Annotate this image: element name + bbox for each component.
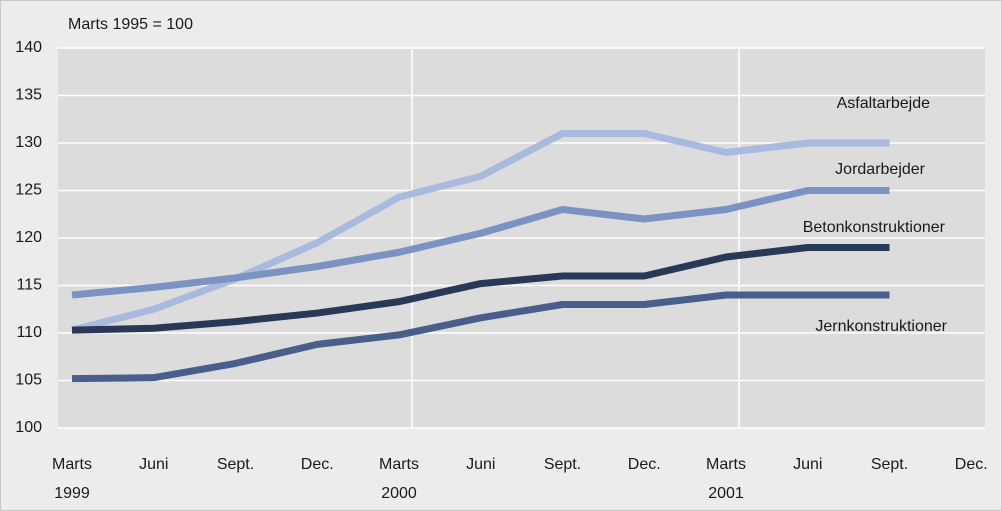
x-tick-label: Dec.: [301, 456, 334, 473]
y-tick-label: 135: [15, 87, 42, 104]
series-label: Betonkonstruktioner: [803, 219, 946, 236]
x-tick-label: Sept.: [544, 456, 581, 473]
x-year-label: 1999: [54, 485, 90, 502]
y-tick-label: 110: [16, 324, 42, 341]
x-tick-label: Juni: [793, 456, 822, 473]
y-tick-label: 140: [15, 39, 42, 56]
series-line: [71, 244, 890, 334]
x-year-label: 2000: [381, 485, 417, 502]
x-tick-label: Juni: [139, 456, 168, 473]
x-tick-label: Juni: [466, 456, 495, 473]
series-label: Jernkonstruktioner: [815, 318, 947, 335]
y-tick-label: 115: [16, 277, 42, 294]
y-tick-label: 125: [15, 182, 42, 199]
series-line: [71, 187, 890, 299]
subtitle: Marts 1995 = 100: [68, 16, 193, 33]
x-tick-label: Marts: [706, 456, 746, 473]
series-line: [71, 291, 890, 383]
x-tick-label: Dec.: [955, 456, 988, 473]
x-tick-label: Sept.: [871, 456, 908, 473]
x-tick-label: Marts: [379, 456, 419, 473]
series-label: Asfaltarbejde: [837, 95, 930, 112]
x-tick-label: Dec.: [628, 456, 661, 473]
x-year-label: 2001: [708, 485, 744, 502]
x-tick-label: Marts: [52, 456, 92, 473]
y-tick-label: 120: [15, 229, 42, 246]
series-label: Jordarbejder: [835, 161, 926, 178]
y-tick-label: 130: [15, 134, 42, 151]
y-tick-label: 100: [15, 419, 42, 436]
x-tick-label: Sept.: [217, 456, 254, 473]
series-line: [71, 130, 890, 334]
y-tick-label: 105: [15, 372, 42, 389]
